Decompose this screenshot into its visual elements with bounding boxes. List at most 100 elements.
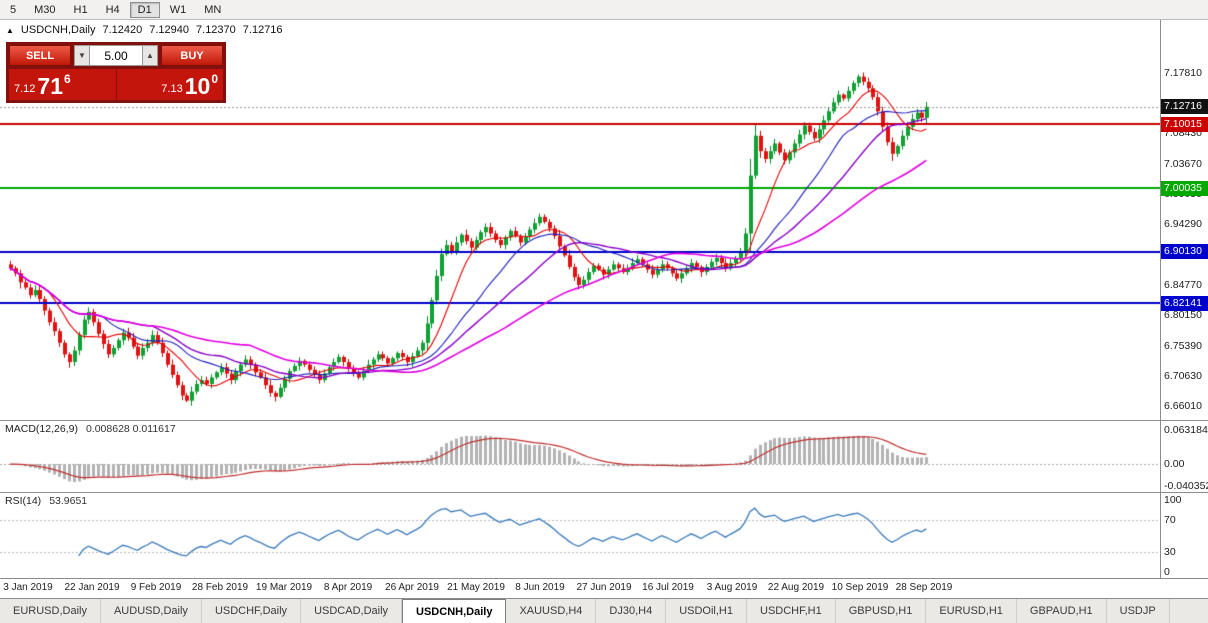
price-badge: 7.00035 xyxy=(1161,180,1208,196)
chart-tab-label: USDCNH,Daily xyxy=(416,605,493,618)
date-axis[interactable]: 3 Jan 2019 22 Jan 2019 9 Feb 2019 28 Feb 20… xyxy=(0,579,1208,598)
volume-input[interactable]: 5.00 xyxy=(90,45,142,66)
sell-price-small: 7.12 xyxy=(14,83,36,95)
date-tick-label: 22 Jan 2019 xyxy=(64,582,120,593)
ohlc-open: 7.12420 xyxy=(102,24,143,36)
date-tick-label: 26 Apr 2019 xyxy=(385,582,439,593)
price-badge: 7.12716 xyxy=(1161,99,1208,115)
chart-tab-label: XAUUSD,H4 xyxy=(519,605,583,617)
date-tick-label: 22 Aug 2019 xyxy=(767,582,825,593)
chart-tab[interactable]: XAUUSD,H4 xyxy=(506,599,597,623)
panel-separator xyxy=(0,578,1208,579)
chart-tab[interactable]: USDCHF,H1 xyxy=(747,599,836,623)
rsi-tick-label: 30 xyxy=(1164,545,1176,558)
macd-values: 0.008628 0.011617 xyxy=(85,423,176,435)
chart-tab[interactable]: USDOil,H1 xyxy=(666,599,747,623)
date-tick-label: 27 Jun 2019 xyxy=(576,582,632,593)
macd-plot: MACD(12,26,9) 0.008628 0.011617 xyxy=(0,421,1160,492)
timeframe-button[interactable]: H4 xyxy=(98,2,128,18)
chart-tab[interactable]: USDCNH,Daily xyxy=(402,599,507,623)
date-tick-label: 8 Apr 2019 xyxy=(323,582,373,593)
timeframe-button[interactable]: D1 xyxy=(129,1,160,18)
volume-increase-button[interactable]: ▲ xyxy=(142,45,158,66)
date-tick-label: 21 May 2019 xyxy=(447,582,505,593)
chart-tab-label: EURUSD,Daily xyxy=(13,605,87,617)
date-tick-label: 9 Feb 2019 xyxy=(130,582,182,593)
chart-tab[interactable]: USDCHF,Daily xyxy=(202,599,302,623)
macd-chart-canvas[interactable] xyxy=(0,421,1160,492)
rsi-panel: RSI(14) 53.9651 100 70 30 0 xyxy=(0,493,1208,578)
macd-tick-label: -0.040352 xyxy=(1164,479,1208,492)
timeframe-toolbar: 5 M30 H1 H4 D1 W1 MN xyxy=(0,0,1208,20)
chevron-up-icon: ▲ xyxy=(146,51,154,60)
chart-tab-label: AUDUSD,Daily xyxy=(113,605,188,617)
date-tick-label: 16 Jul 2019 xyxy=(642,582,694,593)
main-chart-panel: ▲ USDCNH,Daily 7.12420 7.12940 7.12370 7… xyxy=(0,20,1208,420)
chart-tab[interactable]: EURUSD,Daily xyxy=(0,599,101,623)
price-axis[interactable]: 7.178107.131907.084307.036706.990506.942… xyxy=(1161,20,1208,420)
rsi-label: RSI(14) 53.9651 xyxy=(5,495,87,507)
ohlc-low: 7.12370 xyxy=(196,24,236,36)
buy-button[interactable]: BUY xyxy=(161,45,223,66)
price-badge: 6.90130 xyxy=(1161,244,1208,260)
sell-price-big: 71 xyxy=(37,73,64,99)
price-tick-label: 6.80150 xyxy=(1164,309,1202,322)
rsi-chart-canvas[interactable] xyxy=(0,493,1160,578)
price-tick-label: 7.17810 xyxy=(1164,67,1202,79)
chart-tab[interactable]: USDCAD,Daily xyxy=(301,599,403,623)
price-tick-label: 6.75390 xyxy=(1164,339,1202,352)
ohlc-close: 7.12716 xyxy=(242,24,283,36)
date-tick-label: 3 Jan 2019 xyxy=(3,582,53,593)
trade-buttons-row: SELL ▼ 5.00 ▲ BUY xyxy=(9,45,223,66)
timeframe-button[interactable]: M30 xyxy=(26,2,63,18)
timeframe-button[interactable]: MN xyxy=(196,2,229,18)
macd-name: MACD(12,26,9) xyxy=(5,423,78,435)
timeframe-button[interactable]: W1 xyxy=(162,2,195,18)
symbol-arrow-icon: ▲ xyxy=(6,25,14,35)
panel-separator[interactable] xyxy=(0,420,1208,421)
panel-separator[interactable] xyxy=(0,492,1208,493)
price-badge: 6.82141 xyxy=(1161,295,1208,311)
macd-axis[interactable]: 0.063184 0.00 -0.040352 xyxy=(1161,421,1208,492)
symbol-title: USDCNH,Daily xyxy=(20,24,96,36)
macd-label: MACD(12,26,9) 0.008628 0.011617 xyxy=(5,423,176,435)
rsi-axis[interactable]: 100 70 30 0 xyxy=(1161,493,1208,578)
price-tick-label: 6.94290 xyxy=(1164,218,1202,231)
chart-tab[interactable]: AUDUSD,Daily xyxy=(101,599,202,623)
chart-tab-label: USDOil,H1 xyxy=(679,605,733,617)
date-tick-label: 28 Feb 2019 xyxy=(191,582,249,593)
timeframe-button[interactable]: 5 xyxy=(2,2,24,18)
symbol-ohlc-line: ▲ USDCNH,Daily 7.12420 7.12940 7.12370 7… xyxy=(6,24,283,36)
date-tick-label: 28 Sep 2019 xyxy=(895,582,953,593)
chart-tab-label: GBPAUD,H1 xyxy=(1029,605,1093,617)
trade-prices-row: 7.12 71 6 7.13 10 0 xyxy=(9,69,223,100)
rsi-tick-label: 0 xyxy=(1164,566,1170,578)
price-tick-label: 6.84770 xyxy=(1164,279,1202,292)
sell-button[interactable]: SELL xyxy=(9,45,71,66)
chart-tab[interactable]: GBPAUD,H1 xyxy=(1017,599,1107,623)
chart-tab-label: USDCHF,Daily xyxy=(214,605,288,617)
chart-tab-label: USDCAD,Daily xyxy=(314,605,389,617)
chart-tab[interactable]: EURUSD,H1 xyxy=(926,599,1017,623)
sell-price-display[interactable]: 7.12 71 6 xyxy=(9,69,116,100)
buy-price-small: 7.13 xyxy=(161,83,183,95)
date-axis-labels: 3 Jan 2019 22 Jan 2019 9 Feb 2019 28 Feb 20… xyxy=(0,579,1160,598)
macd-panel: MACD(12,26,9) 0.008628 0.011617 0.063184… xyxy=(0,421,1208,492)
timeframe-button[interactable]: H1 xyxy=(66,2,96,18)
date-tick-label: 3 Aug 2019 xyxy=(706,582,758,593)
buy-price-display[interactable]: 7.13 10 0 xyxy=(115,69,224,100)
chart-tab[interactable]: USDJP xyxy=(1107,599,1170,623)
date-axis-corner xyxy=(1161,579,1208,598)
chart-tab-label: EURUSD,H1 xyxy=(939,605,1003,617)
chevron-down-icon: ▼ xyxy=(78,51,86,60)
date-tick-label: 19 Mar 2019 xyxy=(255,582,313,593)
chart-tab[interactable]: GBPUSD,H1 xyxy=(836,599,927,623)
rsi-plot: RSI(14) 53.9651 xyxy=(0,493,1160,578)
chart-tab[interactable]: DJ30,H4 xyxy=(596,599,667,623)
volume-decrease-button[interactable]: ▼ xyxy=(74,45,90,66)
price-badge: 7.10015 xyxy=(1161,116,1208,132)
ohlc-high: 7.12940 xyxy=(149,24,190,36)
rsi-name: RSI(14) xyxy=(5,495,42,507)
one-click-trading-panel: SELL ▼ 5.00 ▲ BUY 7.12 xyxy=(6,42,226,103)
macd-tick-label: 0.00 xyxy=(1164,458,1185,471)
